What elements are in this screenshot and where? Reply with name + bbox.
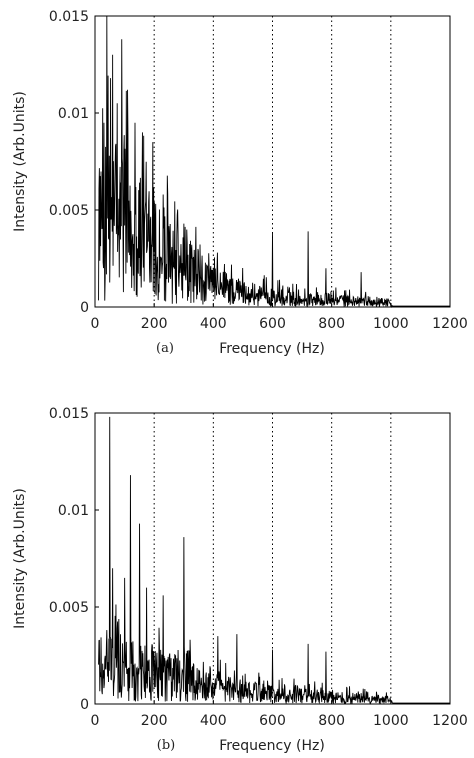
panel-a-spectrum-line	[98, 15, 450, 308]
panel-a: 0 200 400 600 800 1000 1200 0 0.005 0.01 0.015 In…	[12, 9, 468, 357]
panel-b-y-ticks: 0 0.005 0.01 0.015	[49, 406, 99, 713]
panel-b-y-axis-label: Intensity (Arb.Units)	[12, 488, 28, 629]
panel-a-ytick-label-2: 0.01	[58, 106, 89, 122]
panel-a-xtick-label-400: 400	[200, 316, 227, 332]
panel-b: 0 200 400 600 800 1000 1200 0 0.005 0.01 0.015 In…	[12, 406, 468, 754]
panel-a-xtick-label-200: 200	[141, 316, 168, 332]
panel-b-xtick-label-600: 600	[259, 713, 286, 729]
panel-a-y-axis-label: Intensity (Arb.Units)	[12, 91, 28, 232]
panel-a-y-ticks: 0 0.005 0.01 0.015	[49, 9, 99, 316]
panel-b-xtick-label-1200: 1200	[432, 713, 468, 729]
panel-a-ytick-label-1: 0.005	[49, 203, 89, 219]
panel-b-xtick-label-800: 800	[318, 713, 345, 729]
panel-a-x-axis-label: Frequency (Hz)	[219, 341, 325, 357]
panel-a-letter: (a)	[156, 341, 174, 356]
panel-a-xtick-label-600: 600	[259, 316, 286, 332]
panel-b-x-axis-label: Frequency (Hz)	[219, 738, 325, 754]
panel-b-x-ticks: 0 200 400 600 800 1000 1200	[91, 700, 468, 729]
panel-b-ytick-label-1: 0.005	[49, 600, 89, 616]
panel-a-xtick-label-800: 800	[318, 316, 345, 332]
panel-a-xtick-label-1000: 1000	[373, 316, 409, 332]
panel-a-x-ticks: 0 200 400 600 800 1000 1200	[91, 303, 468, 332]
panel-b-xtick-label-0: 0	[91, 713, 100, 729]
panel-b-xtick-label-200: 200	[141, 713, 168, 729]
panel-b-ytick-label-2: 0.01	[58, 503, 89, 519]
panel-b-dotted-guides	[153, 413, 392, 704]
panel-b-ytick-label-0: 0	[80, 697, 89, 713]
panel-b-letter: (b)	[157, 738, 175, 753]
panel-a-xtick-label-0: 0	[91, 316, 100, 332]
panel-b-ytick-label-3: 0.015	[49, 406, 89, 422]
panel-a-ytick-label-0: 0	[80, 300, 89, 316]
panel-b-xtick-label-400: 400	[200, 713, 227, 729]
panel-b-spectrum-line	[98, 416, 450, 705]
panel-a-ytick-label-3: 0.015	[49, 9, 89, 25]
panel-a-dotted-guides	[153, 16, 392, 307]
panel-b-xtick-label-1000: 1000	[373, 713, 409, 729]
panel-a-xtick-label-1200: 1200	[432, 316, 468, 332]
